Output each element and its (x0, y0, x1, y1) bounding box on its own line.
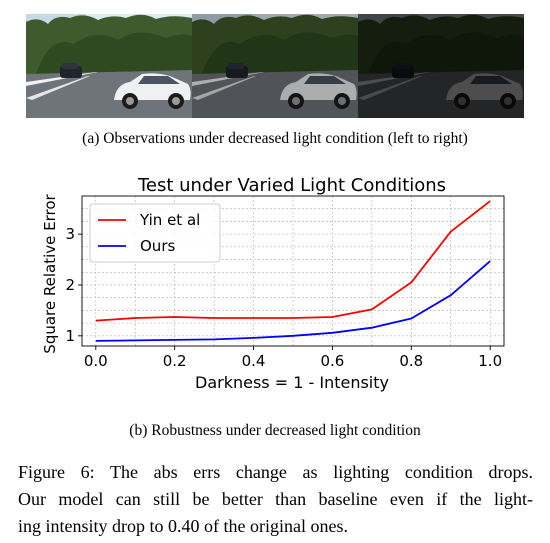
figure-caption-line: Our model can still be better than basel… (18, 489, 533, 509)
chart-title: Test under Varied Light Conditions (137, 175, 446, 196)
figure-caption-line: Figure 6: The abs errs change as lightin… (18, 462, 533, 482)
y-tick-label: 3 (65, 225, 75, 243)
legend-label-ours: Ours (140, 237, 175, 255)
subfigure-b-caption: (b) Robustness under decreased light con… (129, 422, 421, 439)
legend-label-yin: Yin et al (139, 211, 200, 229)
observation-photos (26, 14, 524, 118)
photo-dark (358, 14, 524, 118)
x-tick-label: 0.2 (163, 352, 187, 370)
x-tick-label: 0.6 (321, 352, 345, 370)
legend-box (89, 203, 221, 263)
series-line-ours (95, 260, 491, 342)
photo-dimmed (192, 14, 358, 118)
series-line-yin-et-al (95, 200, 491, 322)
x-tick-label: 0.0 (84, 352, 108, 370)
x-tick-label: 0.8 (399, 352, 423, 370)
figure-caption-line: ing intensity drop to 0.40 of the origin… (18, 516, 348, 536)
y-tick-label: 1 (65, 327, 75, 345)
subfigure-a-caption: (a) Observations under decreased light c… (82, 130, 468, 147)
y-tick-label: 2 (65, 276, 75, 294)
chart-series (95, 200, 491, 342)
legend: Yin et al Ours (89, 203, 221, 263)
figure-caption: Figure 6: The abs errs change as lightin… (18, 459, 533, 540)
plot-frame (81, 195, 505, 347)
line-chart: 0.0 0.2 0.4 0.6 0.8 1.0 1 2 3 Test under Varied… (41, 175, 505, 392)
x-axis-label: Darkness = 1 - Intensity (195, 373, 389, 392)
x-tick-label: 0.4 (242, 352, 266, 370)
x-tick-label: 1.0 (478, 352, 502, 370)
y-axis-ticks: 1 2 3 (65, 225, 82, 345)
photo-original (26, 14, 192, 118)
x-axis-ticks: 0.0 0.2 0.4 0.6 0.8 1.0 (84, 346, 502, 370)
y-axis-label: Square Relative Error (41, 193, 59, 353)
